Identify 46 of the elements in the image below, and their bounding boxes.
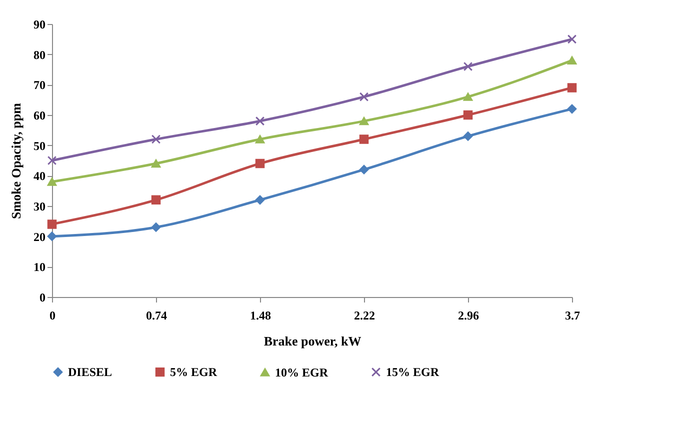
point bbox=[151, 134, 161, 144]
point bbox=[151, 159, 161, 168]
y-tick-label: 80 bbox=[34, 48, 46, 62]
legend-label: 15% EGR bbox=[386, 365, 440, 380]
point bbox=[567, 56, 577, 65]
y-tick-label: 70 bbox=[34, 78, 46, 92]
point bbox=[255, 158, 265, 168]
y-tick-label: 0 bbox=[40, 290, 46, 304]
point bbox=[359, 164, 369, 174]
point bbox=[463, 110, 473, 120]
point bbox=[359, 92, 369, 102]
point bbox=[463, 92, 473, 101]
point bbox=[255, 195, 265, 205]
x-axis-title: Brake power, kW bbox=[264, 334, 362, 348]
point bbox=[567, 34, 577, 44]
y-axis-title: Smoke Opacity, ppm bbox=[8, 102, 24, 219]
y-tick-label: 50 bbox=[34, 138, 46, 153]
point bbox=[47, 156, 57, 166]
y-tick-label: 60 bbox=[34, 108, 46, 122]
point bbox=[463, 132, 473, 141]
x-tick-label: 0 bbox=[50, 308, 56, 322]
point bbox=[255, 135, 265, 144]
point bbox=[151, 222, 161, 232]
y-tick-label: 20 bbox=[34, 230, 46, 244]
point bbox=[567, 104, 577, 114]
point bbox=[567, 83, 577, 92]
legend-label: 10% EGR bbox=[275, 365, 328, 380]
y-tick-label: 90 bbox=[34, 18, 46, 32]
x-tick-label: 2.96 bbox=[458, 308, 479, 322]
legend-label: DIESEL bbox=[68, 365, 112, 380]
point bbox=[47, 178, 57, 186]
y-tick-label: 10 bbox=[34, 260, 46, 274]
point bbox=[359, 116, 369, 126]
point bbox=[463, 62, 473, 72]
point bbox=[255, 116, 265, 126]
x-tick-label: 2.22 bbox=[354, 308, 375, 322]
y-tick-label: 30 bbox=[34, 200, 46, 214]
x-tick-label: 1.48 bbox=[250, 308, 271, 322]
point bbox=[47, 232, 57, 241]
point bbox=[151, 195, 161, 205]
point bbox=[359, 134, 369, 144]
point bbox=[47, 220, 57, 229]
x-tick-label: 3.7 bbox=[565, 308, 580, 322]
y-tick-label: 40 bbox=[34, 169, 46, 184]
legend-label: 5% EGR bbox=[170, 365, 218, 380]
x-tick-label: 0.74 bbox=[146, 308, 167, 322]
